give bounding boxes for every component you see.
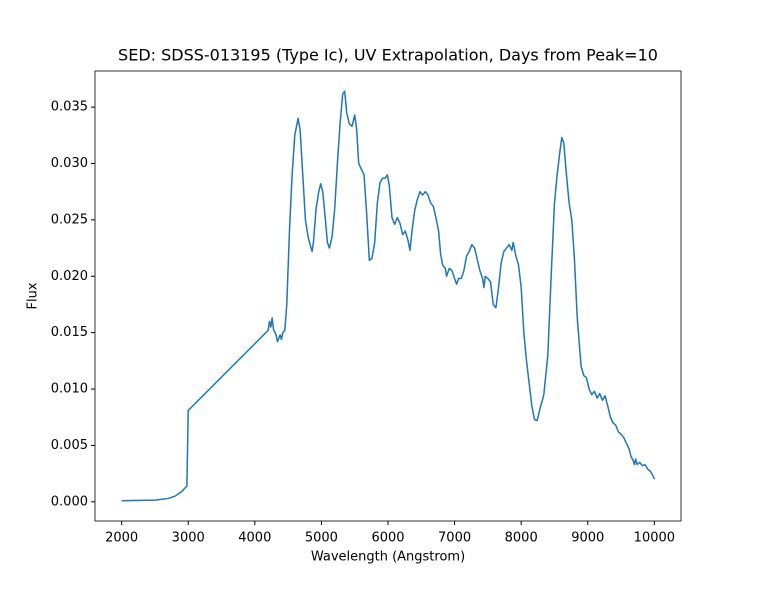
plot-frame	[94, 70, 682, 522]
x-tick-label: 4000	[238, 531, 271, 546]
y-tick-label: 0.010	[51, 382, 88, 397]
x-tick-label: 3000	[172, 531, 205, 546]
data-line	[121, 90, 656, 502]
x-axis-label: Wavelength (Angstrom)	[311, 550, 465, 565]
y-tick-label: 0.015	[51, 325, 88, 340]
y-tick-label: 0.005	[51, 438, 88, 453]
x-tick-label: 5000	[305, 531, 338, 546]
y-axis-label: Flux	[26, 282, 41, 309]
y-tick-label: 0.025	[51, 212, 88, 227]
x-tick-label: 6000	[371, 531, 404, 546]
x-tick-label: 8000	[505, 531, 538, 546]
y-tick-label: 0.035	[51, 100, 88, 115]
y-tick-label: 0.020	[51, 269, 88, 284]
x-tick-label: 2000	[105, 531, 138, 546]
x-tick-label: 7000	[438, 531, 471, 546]
x-tick-label: 9000	[571, 531, 604, 546]
y-tick-label: 0.030	[51, 156, 88, 171]
y-tick-label: 0.000	[51, 494, 88, 509]
chart-title: SED: SDSS-013195 (Type Ic), UV Extrapola…	[118, 46, 658, 65]
x-tick-label: 10000	[634, 531, 675, 546]
